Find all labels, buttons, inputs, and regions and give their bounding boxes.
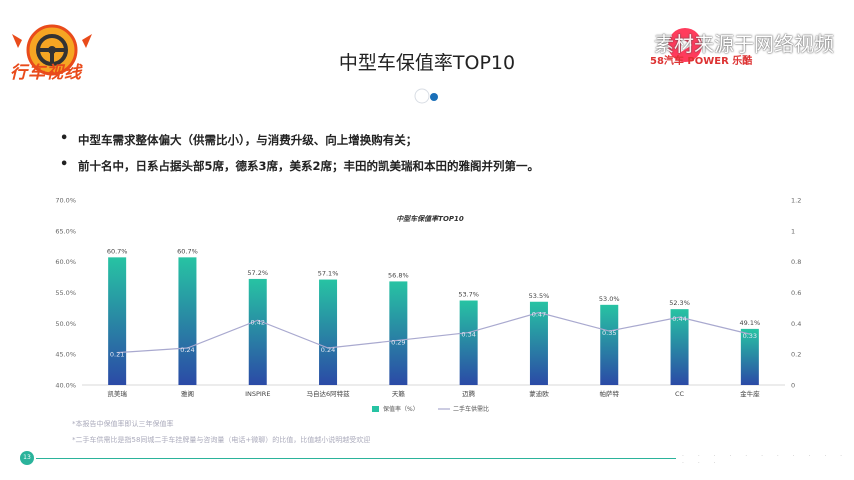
bar-value-label: 53.7%: [458, 291, 479, 299]
footnote: *二手车供需比是指58同城二手车挂牌量与咨询量（电话+微聊）的比值，比值越小说明…: [72, 436, 371, 444]
supply-demand-line: [117, 311, 750, 354]
page-title: 中型车保值率TOP10: [338, 52, 516, 74]
watermark: 素材来源于网络视频: [654, 32, 834, 56]
logo-text: 行车视线: [10, 63, 82, 83]
bar-value-label: 49.1%: [740, 319, 761, 327]
x-tick-label: 帕萨特: [600, 389, 620, 398]
x-tick-label: 蒙迪欧: [529, 389, 549, 398]
bar: [600, 304, 619, 385]
x-tick-label: 雅阁: [181, 389, 194, 398]
footer-divider: [36, 458, 676, 459]
footer-tail: · · · · · · · · · · · · · ·: [682, 453, 849, 467]
bar: [389, 281, 408, 385]
line-value-label: 0.34: [461, 331, 475, 339]
play-icon: [668, 28, 702, 62]
line-value-label: 0.33: [743, 332, 757, 340]
bar: [248, 278, 267, 385]
y2-tick-label: 0: [791, 382, 795, 390]
footnote: *本报告中保值率即认三年保值率: [72, 420, 174, 428]
bar-value-label: 57.2%: [247, 269, 268, 277]
x-tick-label: 金牛座: [740, 389, 760, 398]
y2-tick-label: 0.4: [791, 320, 801, 328]
bar-value-label: 60.7%: [177, 247, 198, 255]
y2-tick-label: 0.2: [791, 351, 801, 359]
y-tick-label: 70.0%: [55, 197, 76, 205]
y2-tick-label: 0.6: [791, 289, 801, 297]
line-value-label: 0.24: [180, 346, 194, 354]
legend-bar-label: 保值率（%）: [383, 405, 419, 413]
bullet-item: 中型车需求整体偏大（供需比小），与消费升级、向上增换购有关；: [58, 131, 539, 148]
y2-tick-label: 1.2: [791, 197, 801, 205]
legend-bar-swatch: [372, 406, 379, 412]
bullet-item: 前十名中，日系占据头部5席，德系3席，美系2席；丰田的凯美瑞和本田的雅阁并列第一…: [58, 157, 539, 174]
bar: [459, 300, 478, 385]
line-value-label: 0.47: [532, 311, 546, 319]
steering-wheel-logo-icon: [12, 24, 92, 76]
bar-value-label: 57.1%: [318, 270, 339, 278]
y2-tick-label: 1: [791, 227, 795, 235]
bar: [319, 279, 338, 385]
x-tick-label: 凯美瑞: [107, 389, 127, 398]
bar-value-label: 53.0%: [599, 295, 620, 303]
page-number: 13: [20, 451, 34, 465]
chart-title: 中型车保值率TOP10: [396, 214, 464, 223]
bar-value-label: 52.3%: [669, 299, 690, 307]
y-tick-label: 65.0%: [55, 227, 76, 235]
bar: [108, 257, 127, 385]
line-value-label: 0.24: [321, 346, 335, 354]
y-tick-label: 45.0%: [55, 351, 76, 359]
y-tick-label: 50.0%: [55, 320, 76, 328]
x-tick-label: 天籁: [392, 389, 406, 398]
legend-line-label: 二手车供需比: [453, 405, 489, 413]
x-tick-label: INSPIRE: [245, 390, 270, 398]
y-tick-label: 55.0%: [55, 289, 76, 297]
bar-value-label: 53.5%: [529, 292, 550, 300]
bar-value-label: 60.7%: [107, 247, 128, 255]
line-value-label: 0.35: [602, 329, 616, 337]
y2-tick-label: 0.8: [791, 258, 801, 266]
bullet-list: 中型车需求整体偏大（供需比小），与消费升级、向上增换购有关； 前十名中，日系占据…: [58, 131, 539, 184]
y-tick-label: 40.0%: [55, 382, 76, 390]
bar-value-label: 56.8%: [388, 271, 409, 279]
x-tick-label: 马自达6阿特兹: [306, 389, 350, 398]
bar: [529, 301, 548, 385]
line-value-label: 0.44: [672, 315, 686, 323]
y-tick-label: 60.0%: [55, 258, 76, 266]
line-value-label: 0.42: [251, 318, 265, 326]
line-value-label: 0.29: [391, 338, 405, 346]
bar: [670, 309, 689, 385]
bar: [740, 328, 759, 385]
x-tick-label: CC: [675, 390, 685, 398]
line-value-label: 0.21: [110, 351, 124, 359]
title-decoration-icon: [414, 88, 438, 104]
watermark-sub: 58汽车 POWER 乐酷: [650, 56, 753, 67]
bar: [178, 257, 197, 385]
x-tick-label: 迈腾: [462, 389, 476, 398]
